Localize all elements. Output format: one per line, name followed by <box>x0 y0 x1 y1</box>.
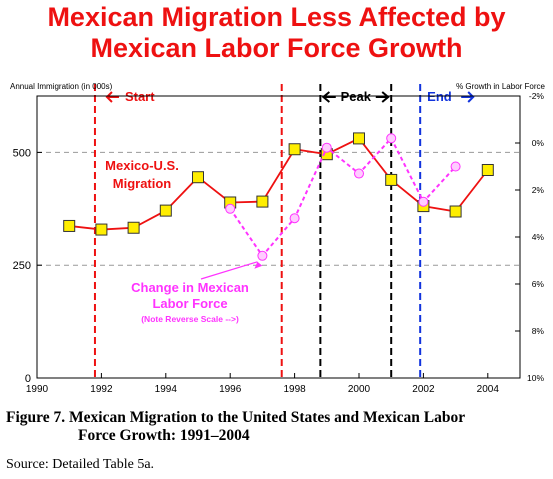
caption-line-2: Force Growth: 1991–2004 <box>78 427 250 444</box>
x-tick-label: 2004 <box>477 384 500 395</box>
peak-arrow-right-head <box>381 91 390 103</box>
y-left-tick-label: 250 <box>13 260 31 272</box>
labor-force-point-1998 <box>289 213 300 224</box>
y-right-tick-label: 4% <box>532 232 545 242</box>
start-arrow-head <box>105 91 113 103</box>
migration-point-1991 <box>63 219 76 232</box>
x-tick-label: 1998 <box>283 384 306 395</box>
right-axis-label: % Growth in Labor Force <box>456 82 545 91</box>
annotations: Mexico-U.S. Migration Change in MexicanLab… <box>105 158 263 324</box>
labor-annotation-pointer-head <box>254 261 263 269</box>
chart-title-line-1: Mexican Migration Less Affected by <box>47 2 506 32</box>
migration-annotation-line-2: Migration <box>113 176 172 191</box>
labor-force-line <box>229 136 457 258</box>
x-tick-label: 1996 <box>219 384 242 395</box>
labor-force-point-2001 <box>386 133 397 144</box>
migration-point-1992 <box>95 223 108 236</box>
migration-point-2003 <box>449 205 462 218</box>
labor-annotation-note: (Note Reverse Scale -->) <box>141 314 239 324</box>
x-tick-label: 2002 <box>412 384 435 395</box>
labor-force-point-1996 <box>225 203 236 214</box>
labor-force-point-1999 <box>321 142 332 153</box>
end-arrow-head <box>467 91 475 103</box>
figure-caption: Figure 7. Mexican Migration to the Unite… <box>6 409 551 445</box>
y-left-tick-label: 500 <box>13 147 31 159</box>
migration-point-1993 <box>127 221 140 234</box>
y-right-tick-label: 10% <box>527 373 544 383</box>
migration-point-1995 <box>192 171 204 184</box>
labor-force-point-2000 <box>354 168 364 179</box>
axes: Annual Immigration (in 000s) % Growth in … <box>10 82 546 395</box>
caption-line-1: Figure 7. Mexican Migration to the Unite… <box>6 409 466 426</box>
migration-point-1998 <box>288 143 301 156</box>
y-right-tick-label: 6% <box>532 279 545 289</box>
y-right-tick-label: 2% <box>532 185 545 195</box>
labor-force-point-1997 <box>257 250 268 261</box>
labor-annotation-pointer <box>200 261 258 280</box>
x-tick-label: 1994 <box>155 384 178 395</box>
plot-background <box>37 96 520 378</box>
chart-title: Mexican Migration Less Affected by Mexic… <box>0 2 553 64</box>
left-axis-label: Annual Immigration (in 000s) <box>10 82 113 91</box>
migration-point-2000 <box>353 132 365 145</box>
labor-force-point-2002 <box>418 196 429 207</box>
y-right-tick-label: 0% <box>532 138 545 148</box>
labor-annotation-line-2: Labor Force <box>152 296 227 311</box>
plot-area <box>37 96 520 378</box>
migration-annotation-line-1: Mexico-U.S. <box>105 158 179 173</box>
y-right-tick-label: -2% <box>529 91 545 101</box>
migration-point-2004 <box>481 163 494 176</box>
migration-point-2001 <box>385 173 398 186</box>
chart-title-line-2: Mexican Labor Force Growth <box>90 33 463 63</box>
labor-force-point-2003 <box>450 161 461 172</box>
x-tick-label: 2000 <box>348 384 371 395</box>
labor-annotation-line-1: Change in Mexican <box>131 280 249 295</box>
migration-point-1994 <box>159 204 172 217</box>
peak-arrow-left-head <box>321 91 331 103</box>
x-tick-label: 1992 <box>90 384 113 395</box>
y-left-tick-label: 0 <box>25 373 31 385</box>
x-tick-label: 1990 <box>26 384 49 395</box>
migration-point-1997 <box>256 195 269 208</box>
y-right-tick-label: 8% <box>532 326 545 336</box>
source-note: Source: Detailed Table 5a. <box>6 457 155 472</box>
series-layer <box>63 132 494 261</box>
